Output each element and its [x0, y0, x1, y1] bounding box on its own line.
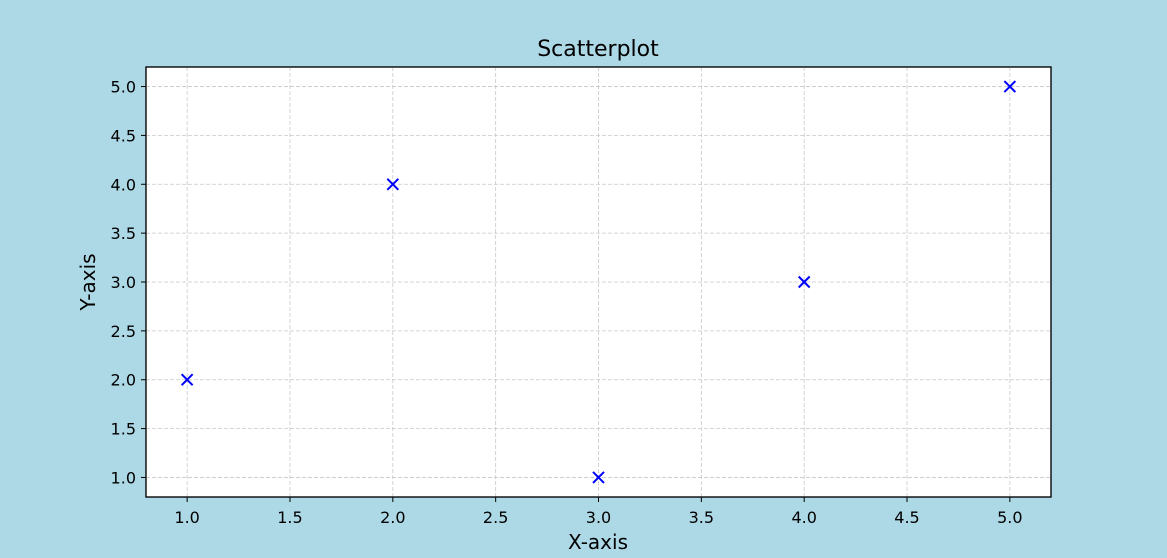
- y-axis-label: Y-axis: [76, 253, 100, 311]
- y-tick-label: 4.5: [111, 126, 136, 145]
- y-tick-label: 1.5: [111, 420, 136, 439]
- x-tick-label: 4.5: [894, 508, 919, 527]
- y-tick-label: 2.0: [111, 371, 136, 390]
- data-point-marker: [1003, 80, 1017, 93]
- x-tick-label: 1.0: [174, 508, 199, 527]
- data-point-marker: [386, 178, 400, 191]
- data-point-marker: [797, 275, 811, 289]
- y-tick-label: 1.0: [111, 468, 136, 487]
- grid-layer: [146, 67, 1051, 497]
- tick-layer: 1.0 1.5 2.0 2.5 3.0 3.5 4.0 4.5 5.0 1.0 1.5 2.0 2.5 3…: [111, 78, 1023, 527]
- x-tick-label: 3.5: [689, 508, 714, 527]
- chart-title: Scatterplot: [537, 37, 659, 62]
- plot-frame-border: [145, 66, 1052, 498]
- marker-stroke: [180, 373, 194, 386]
- y-tick-label: 3.0: [111, 273, 136, 292]
- x-tick-label: 3.0: [586, 508, 611, 527]
- y-tick-label: 3.5: [111, 224, 136, 243]
- marker-stroke: [386, 178, 400, 191]
- y-tick-label: 4.0: [111, 175, 136, 194]
- marker-stroke: [592, 471, 605, 484]
- x-tick-label: 2.5: [483, 508, 508, 527]
- x-tick-label: 4.0: [791, 508, 816, 527]
- marker-stroke: [1003, 80, 1017, 93]
- x-axis-label: X-axis: [568, 530, 628, 554]
- x-tick-label: 5.0: [997, 508, 1022, 527]
- marker-layer: [180, 80, 1017, 484]
- x-tick-label: 2.0: [380, 508, 405, 527]
- y-tick-label: 5.0: [111, 78, 136, 97]
- data-point-marker: [592, 471, 605, 484]
- marker-stroke: [797, 275, 811, 289]
- x-tick-label: 1.5: [277, 508, 302, 527]
- y-tick-label: 2.5: [111, 322, 136, 341]
- data-point-marker: [180, 373, 194, 386]
